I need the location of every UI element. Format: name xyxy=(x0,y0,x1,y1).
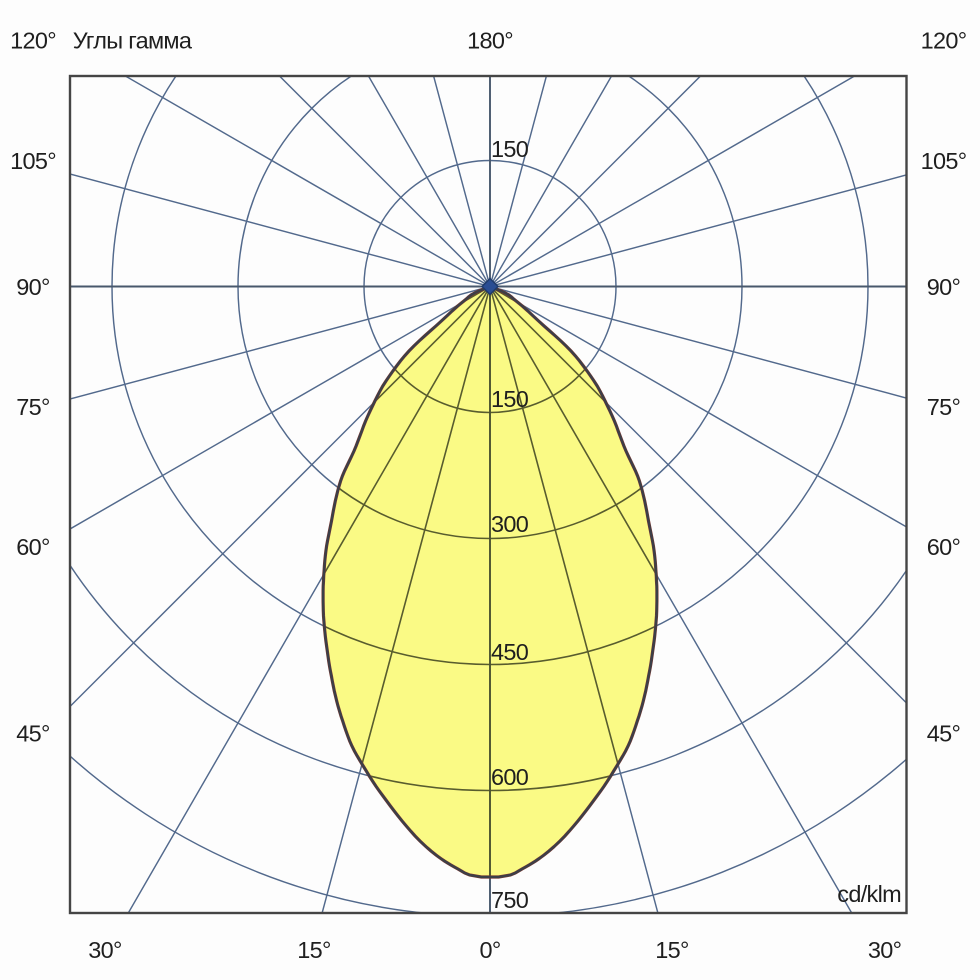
svg-text:75°: 75° xyxy=(927,394,960,420)
svg-text:Углы гамма: Углы гамма xyxy=(73,28,193,54)
svg-text:105°: 105° xyxy=(921,148,967,174)
svg-text:180°: 180° xyxy=(467,28,513,54)
svg-text:45°: 45° xyxy=(16,721,49,747)
svg-text:15°: 15° xyxy=(297,937,330,963)
svg-text:60°: 60° xyxy=(927,534,960,560)
svg-text:30°: 30° xyxy=(88,937,121,963)
svg-text:90°: 90° xyxy=(927,274,960,300)
svg-text:120°: 120° xyxy=(10,28,56,54)
svg-text:105°: 105° xyxy=(10,148,56,174)
svg-text:750: 750 xyxy=(491,887,529,913)
svg-text:60°: 60° xyxy=(16,534,49,560)
svg-text:120°: 120° xyxy=(921,28,967,54)
svg-text:150: 150 xyxy=(491,136,529,162)
svg-text:0°: 0° xyxy=(479,937,500,963)
svg-text:cd/klm: cd/klm xyxy=(837,881,901,907)
svg-text:450: 450 xyxy=(491,639,529,665)
svg-text:90°: 90° xyxy=(16,274,49,300)
svg-text:75°: 75° xyxy=(16,394,49,420)
svg-text:30°: 30° xyxy=(868,937,901,963)
svg-text:300: 300 xyxy=(491,511,529,537)
svg-text:600: 600 xyxy=(491,764,529,790)
svg-text:15°: 15° xyxy=(655,937,688,963)
svg-text:150: 150 xyxy=(491,386,529,412)
svg-text:45°: 45° xyxy=(927,721,960,747)
